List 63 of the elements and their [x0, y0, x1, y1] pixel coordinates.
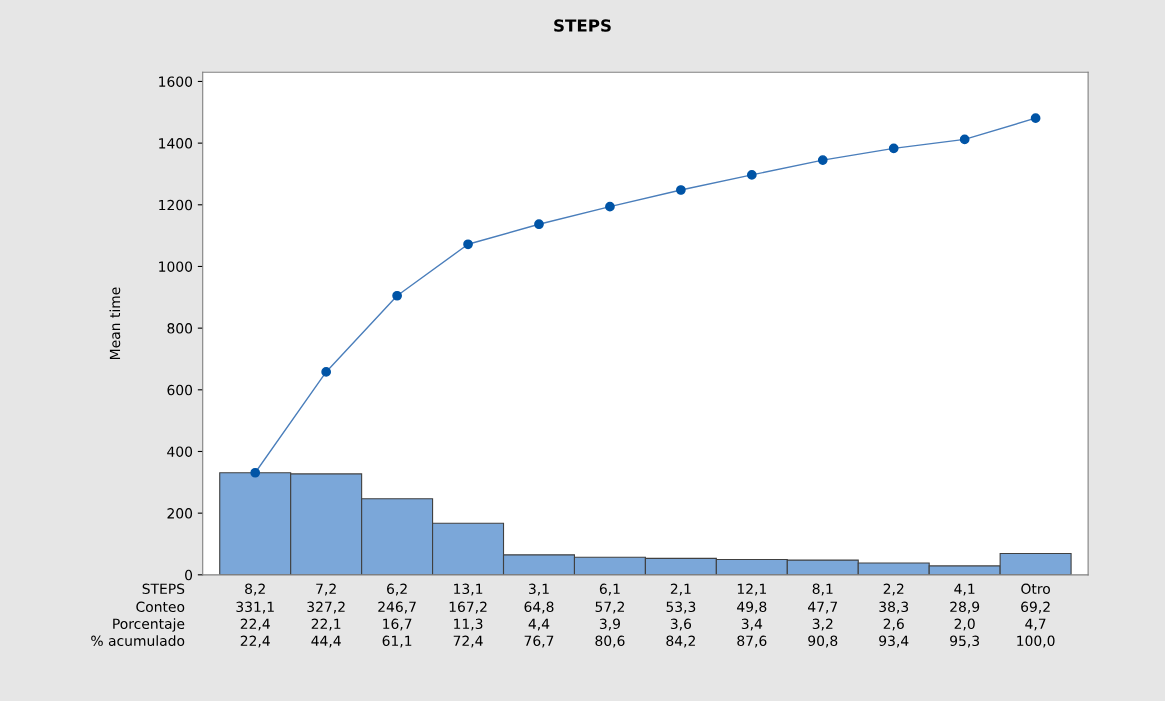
x-tick-label: 7,2 [316, 583, 336, 596]
y-axis-title: Mean time [109, 287, 121, 359]
text: 16,7 [383, 618, 412, 631]
y-tick-label: 1200 [159, 199, 193, 211]
text: 4,7 [1025, 618, 1046, 631]
text: 72,4 [453, 635, 483, 648]
text: 3,2 [812, 618, 833, 631]
text: 84,2 [666, 635, 695, 648]
x-tick-label: 2,2 [883, 583, 904, 596]
text: 100,0 [1017, 635, 1055, 648]
y-tick-label: 1400 [159, 138, 193, 149]
y-tick-label: 800 [167, 323, 193, 334]
x-tick-label: 8,1 [812, 583, 833, 596]
text: 87,6 [737, 635, 767, 648]
x-tick-label: Otro [1021, 583, 1050, 595]
text: 11,3 [454, 618, 483, 631]
x-tick-label: 6,2 [387, 583, 407, 596]
x-tick-label: 2,1 [670, 583, 691, 596]
text: 69,2 [1021, 601, 1050, 614]
y-tick-label: 0 [185, 569, 193, 581]
text: 57,2 [595, 601, 625, 614]
text: 44,4 [311, 635, 341, 648]
text: 95,3 [950, 635, 980, 648]
x-tick-label: 3,1 [529, 583, 549, 596]
y-tick-label: 1000 [159, 261, 193, 272]
text: Porcentaje [113, 618, 185, 632]
text: 22,4 [240, 635, 270, 648]
text: 2,0 [954, 618, 975, 631]
x-tick-label: 12,1 [737, 583, 767, 596]
text: 64,8 [524, 601, 554, 614]
y-tick-label: 200 [167, 508, 193, 519]
x-tick-label: 8,2 [245, 583, 265, 596]
text: 93,4 [879, 635, 909, 648]
text: 167,2 [449, 601, 487, 614]
text: 331,1 [236, 601, 274, 614]
text: 327,2 [307, 601, 345, 614]
text: 53,3 [666, 601, 696, 614]
text: 49,8 [737, 601, 767, 614]
text: 246,7 [378, 601, 416, 614]
text: 3,4 [741, 618, 763, 631]
text: 3,9 [599, 618, 621, 631]
x-tick-label: 13,1 [454, 583, 483, 596]
y-tick-label: 1600 [159, 76, 193, 87]
text: Conteo [136, 601, 185, 613]
text: 76,7 [524, 635, 554, 648]
text: 3,6 [670, 618, 692, 631]
text: 22,4 [240, 618, 270, 631]
y-tick-label: 600 [167, 384, 193, 396]
text: 61,1 [382, 635, 412, 648]
text: 4,4 [528, 618, 550, 631]
text: 22,1 [311, 618, 341, 631]
y-tick-label: 400 [167, 446, 193, 457]
text: 38,3 [879, 601, 909, 614]
text: % acumulado [91, 635, 185, 647]
chart-title: STEPS [554, 19, 611, 32]
text: 2,6 [883, 618, 904, 631]
text: 28,9 [950, 601, 980, 614]
x-tick-label: 4,1 [954, 583, 975, 596]
x-tick-label: 6,1 [599, 583, 620, 596]
text: 80,6 [595, 635, 625, 648]
x-axis-title: STEPS [142, 583, 185, 595]
text: 47,7 [807, 601, 838, 614]
text: 90,8 [808, 635, 838, 648]
